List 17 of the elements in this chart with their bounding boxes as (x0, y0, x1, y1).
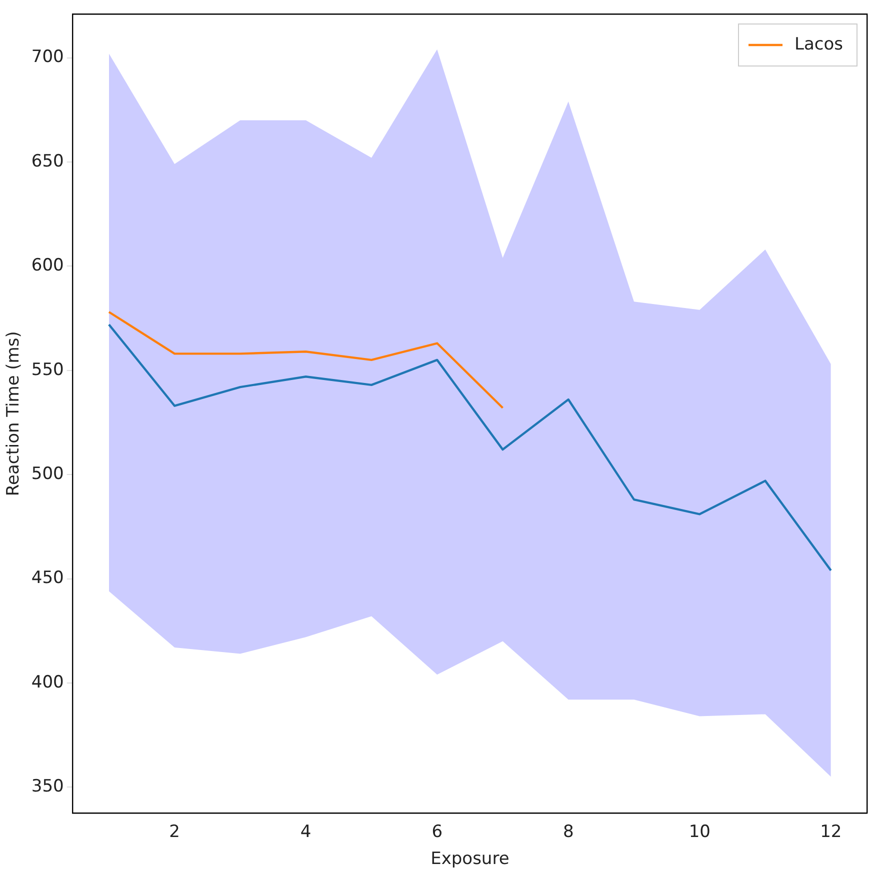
x-tick-label: 2 (169, 822, 180, 842)
y-tick-label: 550 (31, 360, 64, 380)
x-tick-label: 10 (688, 822, 710, 842)
x-tick-label: 6 (432, 822, 443, 842)
y-tick-label: 500 (31, 464, 64, 484)
x-tick-label: 4 (300, 822, 312, 842)
y-tick-label: 350 (31, 776, 64, 797)
y-tick-label: 600 (31, 256, 64, 276)
x-axis-title: Exposure (430, 849, 510, 870)
x-tick-label: 12 (820, 822, 842, 842)
y-tick-label: 700 (31, 47, 64, 68)
y-axis-title: Reaction Time (ms) (4, 331, 24, 496)
x-tick-label: 8 (562, 822, 574, 842)
legend-label: Lacos (794, 34, 844, 54)
y-tick-label: 450 (31, 568, 64, 588)
y-tick-label: 650 (31, 151, 64, 172)
y-tick-label: 400 (31, 672, 64, 692)
